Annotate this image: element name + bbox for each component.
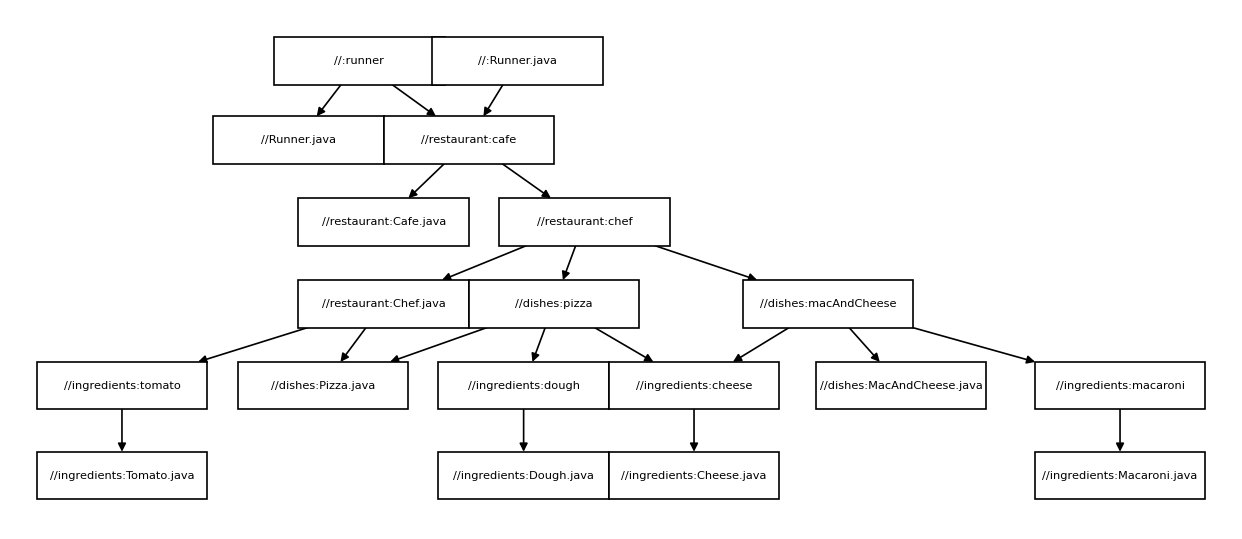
FancyBboxPatch shape [432,37,602,85]
Text: //ingredients:Tomato.java: //ingredients:Tomato.java [50,471,194,480]
FancyBboxPatch shape [37,452,207,499]
Text: //ingredients:Macaroni.java: //ingredients:Macaroni.java [1042,471,1197,480]
FancyBboxPatch shape [384,116,554,164]
FancyBboxPatch shape [609,362,779,410]
FancyBboxPatch shape [298,198,468,246]
Text: //ingredients:macaroni: //ingredients:macaroni [1056,381,1185,391]
FancyBboxPatch shape [37,362,207,410]
Text: //dishes:macAndCheese: //dishes:macAndCheese [760,299,897,309]
FancyBboxPatch shape [499,198,669,246]
Text: //dishes:Pizza.java: //dishes:Pizza.java [271,381,375,391]
Text: //ingredients:tomato: //ingredients:tomato [63,381,180,391]
FancyBboxPatch shape [274,37,445,85]
FancyBboxPatch shape [1035,452,1205,499]
FancyBboxPatch shape [743,280,913,328]
Text: //ingredients:cheese: //ingredients:cheese [636,381,753,391]
Text: //ingredients:Cheese.java: //ingredients:Cheese.java [621,471,766,480]
Text: //restaurant:Cafe.java: //restaurant:Cafe.java [322,217,446,227]
Text: //dishes:MacAndCheese.java: //dishes:MacAndCheese.java [820,381,982,391]
FancyBboxPatch shape [298,280,468,328]
FancyBboxPatch shape [609,452,779,499]
Text: //:runner: //:runner [334,56,384,66]
FancyBboxPatch shape [438,362,609,410]
Text: //:Runner.java: //:Runner.java [478,56,556,66]
Text: //restaurant:cafe: //restaurant:cafe [421,135,517,145]
Text: //Runner.java: //Runner.java [261,135,335,145]
Text: //ingredients:dough: //ingredients:dough [468,381,580,391]
FancyBboxPatch shape [816,362,986,410]
Text: //restaurant:chef: //restaurant:chef [537,217,632,227]
FancyBboxPatch shape [214,116,384,164]
Text: //restaurant:Chef.java: //restaurant:Chef.java [322,299,446,309]
Text: //dishes:pizza: //dishes:pizza [515,299,592,309]
FancyBboxPatch shape [1035,362,1205,410]
FancyBboxPatch shape [438,452,609,499]
FancyBboxPatch shape [237,362,407,410]
FancyBboxPatch shape [468,280,640,328]
Text: //ingredients:Dough.java: //ingredients:Dough.java [453,471,594,480]
